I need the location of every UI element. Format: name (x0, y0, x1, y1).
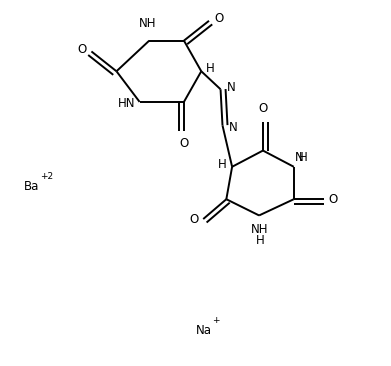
Text: NH: NH (138, 17, 156, 30)
Text: Na: Na (196, 324, 212, 337)
Text: O: O (179, 137, 188, 150)
Text: O: O (77, 43, 86, 56)
Text: N: N (227, 81, 235, 94)
Text: O: O (329, 193, 338, 206)
Text: Ba: Ba (24, 180, 39, 193)
Text: H: H (299, 151, 308, 164)
Text: NH: NH (251, 223, 269, 236)
Text: +2: +2 (40, 172, 53, 181)
Text: HN: HN (118, 97, 136, 110)
Text: H: H (206, 62, 215, 75)
Text: O: O (214, 12, 223, 26)
Text: +: + (212, 316, 219, 325)
Text: O: O (258, 102, 267, 115)
Text: N: N (229, 121, 237, 134)
Text: N: N (295, 151, 304, 164)
Text: H: H (255, 234, 264, 247)
Text: O: O (189, 213, 198, 225)
Text: H: H (217, 158, 226, 172)
